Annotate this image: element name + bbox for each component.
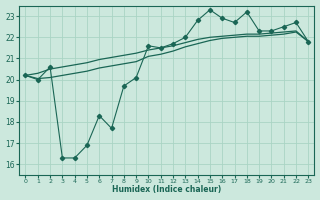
X-axis label: Humidex (Indice chaleur): Humidex (Indice chaleur) (112, 185, 221, 194)
